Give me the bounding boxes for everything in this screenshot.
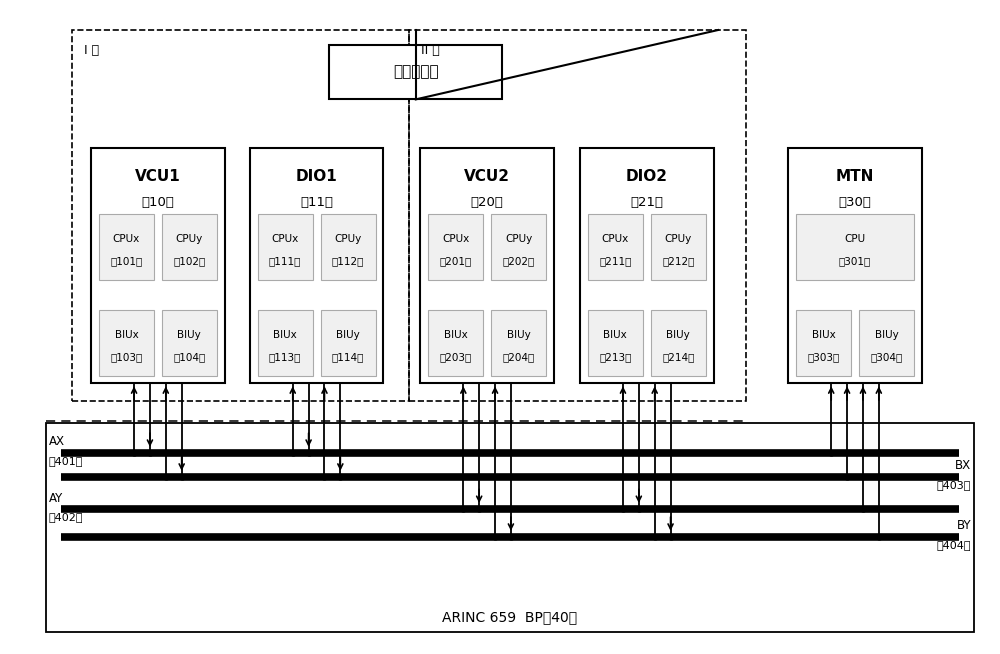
Text: BIUy: BIUy — [875, 330, 898, 340]
Text: （10）: （10） — [141, 196, 174, 209]
Bar — [588, 214, 643, 280]
Text: （11）: （11） — [300, 196, 333, 209]
Text: BIUy: BIUy — [666, 330, 690, 340]
Text: AX: AX — [49, 436, 65, 449]
Text: （204）: （204） — [502, 353, 535, 362]
Bar — [420, 148, 554, 383]
Text: （401）: （401） — [49, 456, 83, 466]
Text: （112）: （112） — [332, 256, 364, 266]
Bar — [580, 148, 714, 383]
Text: DIO2: DIO2 — [626, 169, 668, 184]
Text: （214）: （214） — [662, 353, 694, 362]
Bar — [321, 310, 376, 376]
Text: （404）: （404） — [937, 540, 971, 549]
Text: BIUx: BIUx — [273, 330, 297, 340]
Text: BIUy: BIUy — [336, 330, 360, 340]
Bar — [99, 214, 154, 280]
Text: （402）: （402） — [49, 512, 83, 522]
Text: （403）: （403） — [937, 479, 971, 490]
Text: BX: BX — [955, 459, 971, 472]
Bar — [796, 214, 914, 280]
Text: （113）: （113） — [269, 353, 301, 362]
Text: BIUy: BIUy — [177, 330, 201, 340]
Text: （114）: （114） — [332, 353, 364, 362]
Text: II 系: II 系 — [421, 44, 439, 57]
Text: BIUx: BIUx — [603, 330, 627, 340]
Bar — [258, 214, 313, 280]
Text: （102）: （102） — [173, 256, 205, 266]
Text: VCU1: VCU1 — [135, 169, 181, 184]
Bar — [796, 310, 851, 376]
Bar — [651, 214, 706, 280]
Text: BIUy: BIUy — [507, 330, 530, 340]
Text: （202）: （202） — [502, 256, 535, 266]
Text: （104）: （104） — [173, 353, 205, 362]
Text: CPUy: CPUy — [334, 234, 362, 244]
Bar — [329, 44, 502, 99]
Text: BIUx: BIUx — [812, 330, 835, 340]
Text: （213）: （213） — [599, 353, 631, 362]
Bar — [409, 30, 746, 402]
Bar — [788, 148, 922, 383]
Text: CPUx: CPUx — [442, 234, 469, 244]
Text: CPUx: CPUx — [113, 234, 140, 244]
Text: CPU: CPU — [844, 234, 866, 244]
Text: （21）: （21） — [630, 196, 663, 209]
Bar — [46, 422, 974, 632]
Text: AY: AY — [49, 492, 63, 505]
Bar — [859, 310, 914, 376]
Bar — [162, 310, 217, 376]
Text: （20）: （20） — [471, 196, 504, 209]
Text: CPUy: CPUy — [665, 234, 692, 244]
Bar — [258, 310, 313, 376]
Text: I 系: I 系 — [84, 44, 99, 57]
Bar — [428, 214, 483, 280]
Text: （201）: （201） — [439, 256, 472, 266]
Bar — [91, 148, 225, 383]
Bar — [250, 148, 383, 383]
Text: CPUy: CPUy — [176, 234, 203, 244]
Text: MTN: MTN — [836, 169, 874, 184]
Text: BIUx: BIUx — [444, 330, 467, 340]
Text: （203）: （203） — [439, 353, 472, 362]
Text: CPUy: CPUy — [505, 234, 532, 244]
Bar — [491, 310, 546, 376]
Text: DIO1: DIO1 — [296, 169, 337, 184]
Text: BIUx: BIUx — [115, 330, 138, 340]
Text: 继电器接口: 继电器接口 — [393, 65, 439, 80]
Text: BY: BY — [956, 519, 971, 532]
Text: （304）: （304） — [870, 353, 903, 362]
Text: （103）: （103） — [110, 353, 143, 362]
Text: （303）: （303） — [807, 353, 840, 362]
Text: （211）: （211） — [599, 256, 631, 266]
Bar — [428, 310, 483, 376]
Text: CPUx: CPUx — [602, 234, 629, 244]
Text: （212）: （212） — [662, 256, 694, 266]
Text: CPUx: CPUx — [271, 234, 299, 244]
Text: ARINC 659  BP（40）: ARINC 659 BP（40） — [442, 611, 577, 625]
Bar — [72, 30, 409, 402]
Text: （111）: （111） — [269, 256, 301, 266]
Bar — [162, 214, 217, 280]
Text: （30）: （30） — [839, 196, 871, 209]
Text: （301）: （301） — [839, 256, 871, 266]
Text: VCU2: VCU2 — [464, 169, 510, 184]
Bar — [491, 214, 546, 280]
Text: （101）: （101） — [110, 256, 143, 266]
Bar — [651, 310, 706, 376]
Bar — [321, 214, 376, 280]
Bar — [588, 310, 643, 376]
Bar — [99, 310, 154, 376]
